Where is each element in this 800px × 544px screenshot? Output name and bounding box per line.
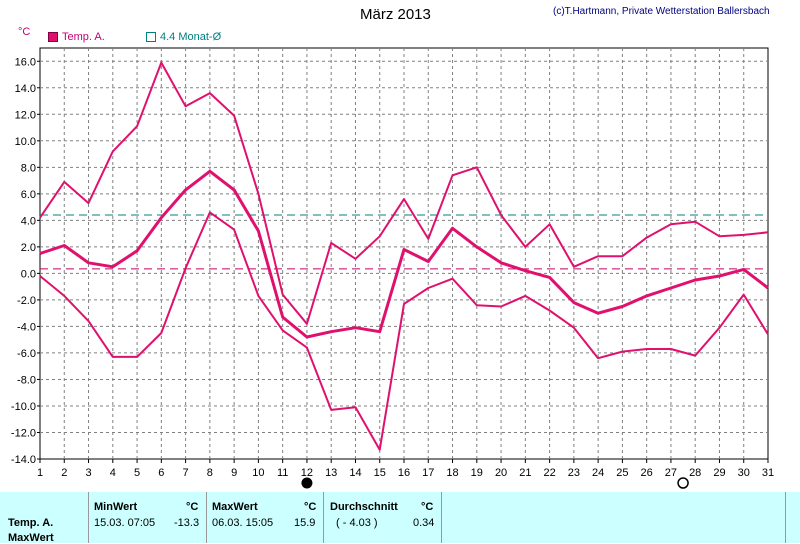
x-tick-label: 30 [738, 467, 750, 479]
y-tick-label: -12.0 [11, 427, 36, 439]
series-line-mittel [39, 169, 769, 339]
y-tick-label: 10.0 [15, 136, 36, 148]
x-tick-label: 14 [349, 467, 361, 479]
x-tick-label: 8 [207, 467, 213, 479]
avg-header: Durchschnitt [330, 501, 398, 513]
min-header: MinWert [94, 501, 138, 513]
y-tick-label: -2.0 [17, 295, 36, 307]
min-value: -13.3 [174, 517, 200, 529]
stats-divider [323, 492, 324, 543]
y-unit-label: °C [18, 26, 31, 38]
x-tick-label: 1 [37, 467, 43, 479]
stats-row-label: Temp. A. [8, 517, 54, 529]
stats-divider [785, 492, 786, 543]
x-tick-label: 21 [519, 467, 531, 479]
series-line-max [39, 61, 769, 325]
x-tick-label: 4 [110, 467, 116, 479]
avg-paren: ( - 4.03 ) [336, 517, 378, 529]
x-tick-label: 24 [592, 467, 604, 479]
x-tick-label: 17 [422, 467, 434, 479]
new-moon-icon [301, 477, 313, 489]
full-moon-icon [677, 477, 689, 489]
legend-average-swatch [146, 32, 156, 42]
chart-svg: 16.0 14.0 12.0 10.0 8.0 6.0 4.0 2.0 0.0 -2.0 -4.0 -… [11, 47, 774, 489]
legend-series: Temp. A. [48, 31, 105, 43]
stats-divider [441, 492, 442, 543]
y-tick-label: 14.0 [15, 83, 36, 95]
x-tick-label: 5 [134, 467, 140, 479]
chart-title: März 2013 [360, 6, 431, 23]
x-tick-label: 22 [543, 467, 555, 479]
y-tick-label: -10.0 [11, 401, 36, 413]
max-time: 06.03. 15:05 [212, 517, 274, 529]
y-tick-label: -4.0 [17, 321, 36, 333]
x-tick-label: 10 [252, 467, 264, 479]
x-tick-label: 16 [398, 467, 410, 479]
x-tick-label: 31 [762, 467, 774, 479]
x-tick-label: 27 [665, 467, 677, 479]
x-tick-label: 28 [689, 467, 701, 479]
x-tick-label: 26 [641, 467, 653, 479]
x-tick-label: 25 [616, 467, 628, 479]
stats-divider [206, 492, 207, 543]
x-tick-label: 23 [568, 467, 580, 479]
y-tick-label: 8.0 [21, 162, 36, 174]
series-line-min [39, 211, 769, 451]
x-tick-label: 7 [183, 467, 189, 479]
avg-value: 0.34 [413, 517, 435, 529]
y-tick-label: 12.0 [15, 109, 36, 121]
x-tick-label: 19 [471, 467, 483, 479]
max-unit: °C [304, 501, 317, 513]
x-tick-label: 3 [85, 467, 91, 479]
y-tick-label: 4.0 [21, 215, 36, 227]
x-tick-label: 11 [277, 467, 288, 479]
y-tick-label: 0.0 [21, 268, 36, 280]
stats-row-label-2: MaxWert [8, 532, 54, 544]
y-tick-label: 16.0 [15, 56, 36, 68]
max-header: MaxWert [212, 501, 258, 513]
y-tick-label: 2.0 [21, 242, 36, 254]
avg-unit: °C [421, 501, 434, 513]
min-unit: °C [186, 501, 199, 513]
y-tick-label: -8.0 [17, 374, 36, 386]
legend-series-label: Temp. A. [62, 31, 105, 43]
legend-series-swatch [48, 32, 58, 42]
min-time: 15.03. 07:05 [94, 517, 156, 529]
x-tick-label: 6 [158, 467, 164, 479]
stats-divider [88, 492, 89, 543]
x-tick-label: 29 [713, 467, 725, 479]
x-tick-label: 2 [61, 467, 67, 479]
legend-average: 4.4 Monat-Ø [146, 31, 221, 43]
x-tick-label: 18 [446, 467, 458, 479]
credit-text: (c)T.Hartmann, Private Wetterstation Bal… [553, 6, 770, 17]
y-tick-label: -14.0 [11, 454, 36, 466]
x-tick-label: 9 [231, 467, 237, 479]
legend-average-label: 4.4 Monat-Ø [160, 31, 222, 43]
y-tick-label: -6.0 [17, 348, 36, 360]
x-tick-label: 13 [325, 467, 337, 479]
x-tick-label: 20 [495, 467, 507, 479]
stats-table: Temp. A. MaxWert MinWert °C 15.03. 07:05… [0, 492, 800, 544]
x-tick-label: 15 [374, 467, 386, 479]
x-tick-label: 12 [301, 467, 313, 479]
max-value: 15.9 [294, 517, 316, 529]
y-tick-label: 6.0 [21, 189, 36, 201]
